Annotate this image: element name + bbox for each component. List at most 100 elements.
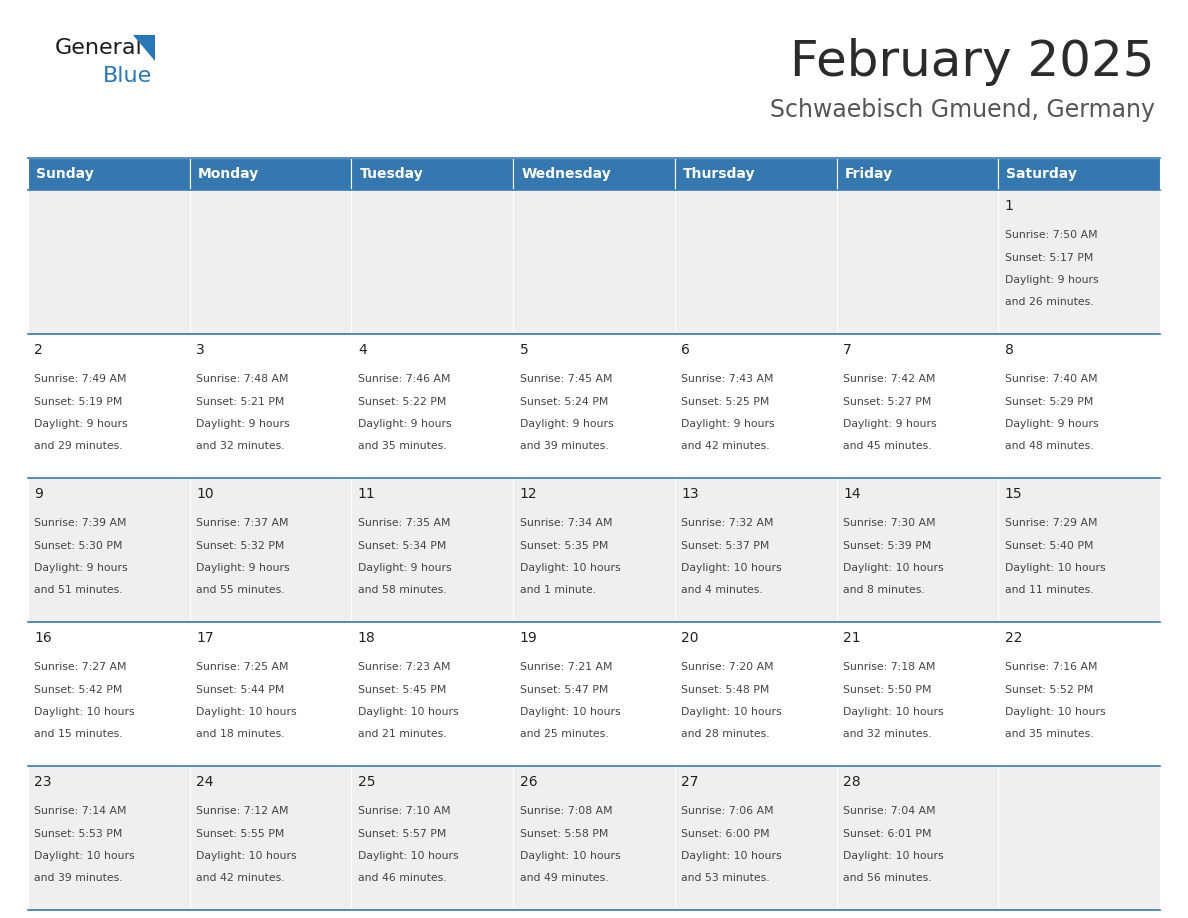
Bar <box>352 622 513 766</box>
Bar <box>513 766 675 910</box>
Text: Daylight: 9 hours: Daylight: 9 hours <box>1005 275 1099 285</box>
Text: Sunrise: 7:45 AM: Sunrise: 7:45 AM <box>519 375 612 385</box>
Text: 6: 6 <box>682 342 690 356</box>
Text: Schwaebisch Gmuend, Germany: Schwaebisch Gmuend, Germany <box>770 98 1155 122</box>
Text: and 42 minutes.: and 42 minutes. <box>196 873 285 883</box>
Text: Sunset: 5:45 PM: Sunset: 5:45 PM <box>358 685 447 695</box>
Text: Sunrise: 7:16 AM: Sunrise: 7:16 AM <box>1005 662 1098 672</box>
Text: Sunset: 6:00 PM: Sunset: 6:00 PM <box>682 829 770 839</box>
Bar <box>675 190 836 334</box>
Bar <box>29 478 190 622</box>
Text: and 8 minutes.: and 8 minutes. <box>843 586 924 595</box>
Text: 20: 20 <box>682 631 699 644</box>
Text: Daylight: 10 hours: Daylight: 10 hours <box>682 707 782 717</box>
Text: Blue: Blue <box>103 66 152 86</box>
Text: Daylight: 10 hours: Daylight: 10 hours <box>843 707 943 717</box>
Text: Daylight: 9 hours: Daylight: 9 hours <box>682 419 775 429</box>
Text: Sunset: 5:47 PM: Sunset: 5:47 PM <box>519 685 608 695</box>
Text: Daylight: 9 hours: Daylight: 9 hours <box>196 563 290 573</box>
Text: Sunset: 5:39 PM: Sunset: 5:39 PM <box>843 541 931 551</box>
Bar <box>190 334 352 478</box>
Text: Daylight: 9 hours: Daylight: 9 hours <box>358 419 451 429</box>
Bar <box>675 766 836 910</box>
Text: and 51 minutes.: and 51 minutes. <box>34 586 124 595</box>
Bar <box>836 190 998 334</box>
Text: and 18 minutes.: and 18 minutes. <box>196 729 285 739</box>
Text: Daylight: 10 hours: Daylight: 10 hours <box>519 707 620 717</box>
Text: 5: 5 <box>519 342 529 356</box>
Bar <box>675 334 836 478</box>
Bar <box>836 766 998 910</box>
Text: and 21 minutes.: and 21 minutes. <box>358 729 447 739</box>
Text: Daylight: 10 hours: Daylight: 10 hours <box>682 563 782 573</box>
Text: Sunset: 5:35 PM: Sunset: 5:35 PM <box>519 541 608 551</box>
Bar <box>29 766 190 910</box>
Text: and 32 minutes.: and 32 minutes. <box>196 442 285 452</box>
Text: Sunrise: 7:06 AM: Sunrise: 7:06 AM <box>682 806 773 816</box>
Bar <box>836 622 998 766</box>
Text: 10: 10 <box>196 487 214 500</box>
Text: Sunset: 5:21 PM: Sunset: 5:21 PM <box>196 397 285 407</box>
Text: Sunrise: 7:08 AM: Sunrise: 7:08 AM <box>519 806 612 816</box>
Text: Daylight: 9 hours: Daylight: 9 hours <box>34 563 128 573</box>
Text: Sunset: 5:44 PM: Sunset: 5:44 PM <box>196 685 285 695</box>
Polygon shape <box>133 35 154 61</box>
Text: and 29 minutes.: and 29 minutes. <box>34 442 124 452</box>
Bar <box>352 766 513 910</box>
Text: Daylight: 9 hours: Daylight: 9 hours <box>843 419 936 429</box>
Text: 25: 25 <box>358 775 375 789</box>
Text: General: General <box>55 38 143 58</box>
Text: 23: 23 <box>34 775 52 789</box>
Text: Sunrise: 7:34 AM: Sunrise: 7:34 AM <box>519 519 612 529</box>
Text: Sunrise: 7:39 AM: Sunrise: 7:39 AM <box>34 519 127 529</box>
Text: 27: 27 <box>682 775 699 789</box>
Text: Daylight: 9 hours: Daylight: 9 hours <box>1005 419 1099 429</box>
Text: Sunrise: 7:18 AM: Sunrise: 7:18 AM <box>843 662 935 672</box>
Bar <box>190 190 352 334</box>
Bar <box>998 766 1159 910</box>
Bar <box>998 622 1159 766</box>
Text: and 48 minutes.: and 48 minutes. <box>1005 442 1093 452</box>
Text: and 1 minute.: and 1 minute. <box>519 586 595 595</box>
Bar <box>29 334 190 478</box>
Text: Daylight: 10 hours: Daylight: 10 hours <box>843 851 943 861</box>
Text: Daylight: 10 hours: Daylight: 10 hours <box>358 851 459 861</box>
Text: Sunrise: 7:46 AM: Sunrise: 7:46 AM <box>358 375 450 385</box>
Text: 4: 4 <box>358 342 367 356</box>
Text: and 11 minutes.: and 11 minutes. <box>1005 586 1093 595</box>
Text: Sunset: 5:34 PM: Sunset: 5:34 PM <box>358 541 447 551</box>
Text: 12: 12 <box>519 487 537 500</box>
Text: Sunrise: 7:20 AM: Sunrise: 7:20 AM <box>682 662 773 672</box>
Text: and 49 minutes.: and 49 minutes. <box>519 873 608 883</box>
Text: Friday: Friday <box>845 167 893 181</box>
Text: Daylight: 10 hours: Daylight: 10 hours <box>34 707 135 717</box>
Bar <box>836 478 998 622</box>
Text: Sunset: 5:19 PM: Sunset: 5:19 PM <box>34 397 122 407</box>
Text: 9: 9 <box>34 487 43 500</box>
Text: Sunrise: 7:23 AM: Sunrise: 7:23 AM <box>358 662 450 672</box>
Text: Sunset: 5:53 PM: Sunset: 5:53 PM <box>34 829 122 839</box>
Text: 1: 1 <box>1005 198 1013 213</box>
Text: and 26 minutes.: and 26 minutes. <box>1005 297 1093 308</box>
Text: Sunrise: 7:32 AM: Sunrise: 7:32 AM <box>682 519 773 529</box>
Text: and 35 minutes.: and 35 minutes. <box>358 442 447 452</box>
Text: Daylight: 10 hours: Daylight: 10 hours <box>1005 563 1105 573</box>
Text: Sunrise: 7:49 AM: Sunrise: 7:49 AM <box>34 375 127 385</box>
Text: Daylight: 10 hours: Daylight: 10 hours <box>519 851 620 861</box>
Bar <box>998 190 1159 334</box>
Text: Sunset: 5:57 PM: Sunset: 5:57 PM <box>358 829 447 839</box>
Text: Sunset: 5:42 PM: Sunset: 5:42 PM <box>34 685 122 695</box>
Text: Daylight: 10 hours: Daylight: 10 hours <box>519 563 620 573</box>
Text: Sunrise: 7:42 AM: Sunrise: 7:42 AM <box>843 375 935 385</box>
Text: Daylight: 10 hours: Daylight: 10 hours <box>1005 707 1105 717</box>
Text: Sunset: 5:50 PM: Sunset: 5:50 PM <box>843 685 931 695</box>
Bar <box>352 478 513 622</box>
Text: Daylight: 10 hours: Daylight: 10 hours <box>843 563 943 573</box>
Text: 16: 16 <box>34 631 52 644</box>
Text: Sunset: 5:29 PM: Sunset: 5:29 PM <box>1005 397 1093 407</box>
Text: Sunrise: 7:10 AM: Sunrise: 7:10 AM <box>358 806 450 816</box>
Text: 13: 13 <box>682 487 699 500</box>
Text: and 39 minutes.: and 39 minutes. <box>34 873 124 883</box>
Bar <box>513 622 675 766</box>
Text: and 46 minutes.: and 46 minutes. <box>358 873 447 883</box>
